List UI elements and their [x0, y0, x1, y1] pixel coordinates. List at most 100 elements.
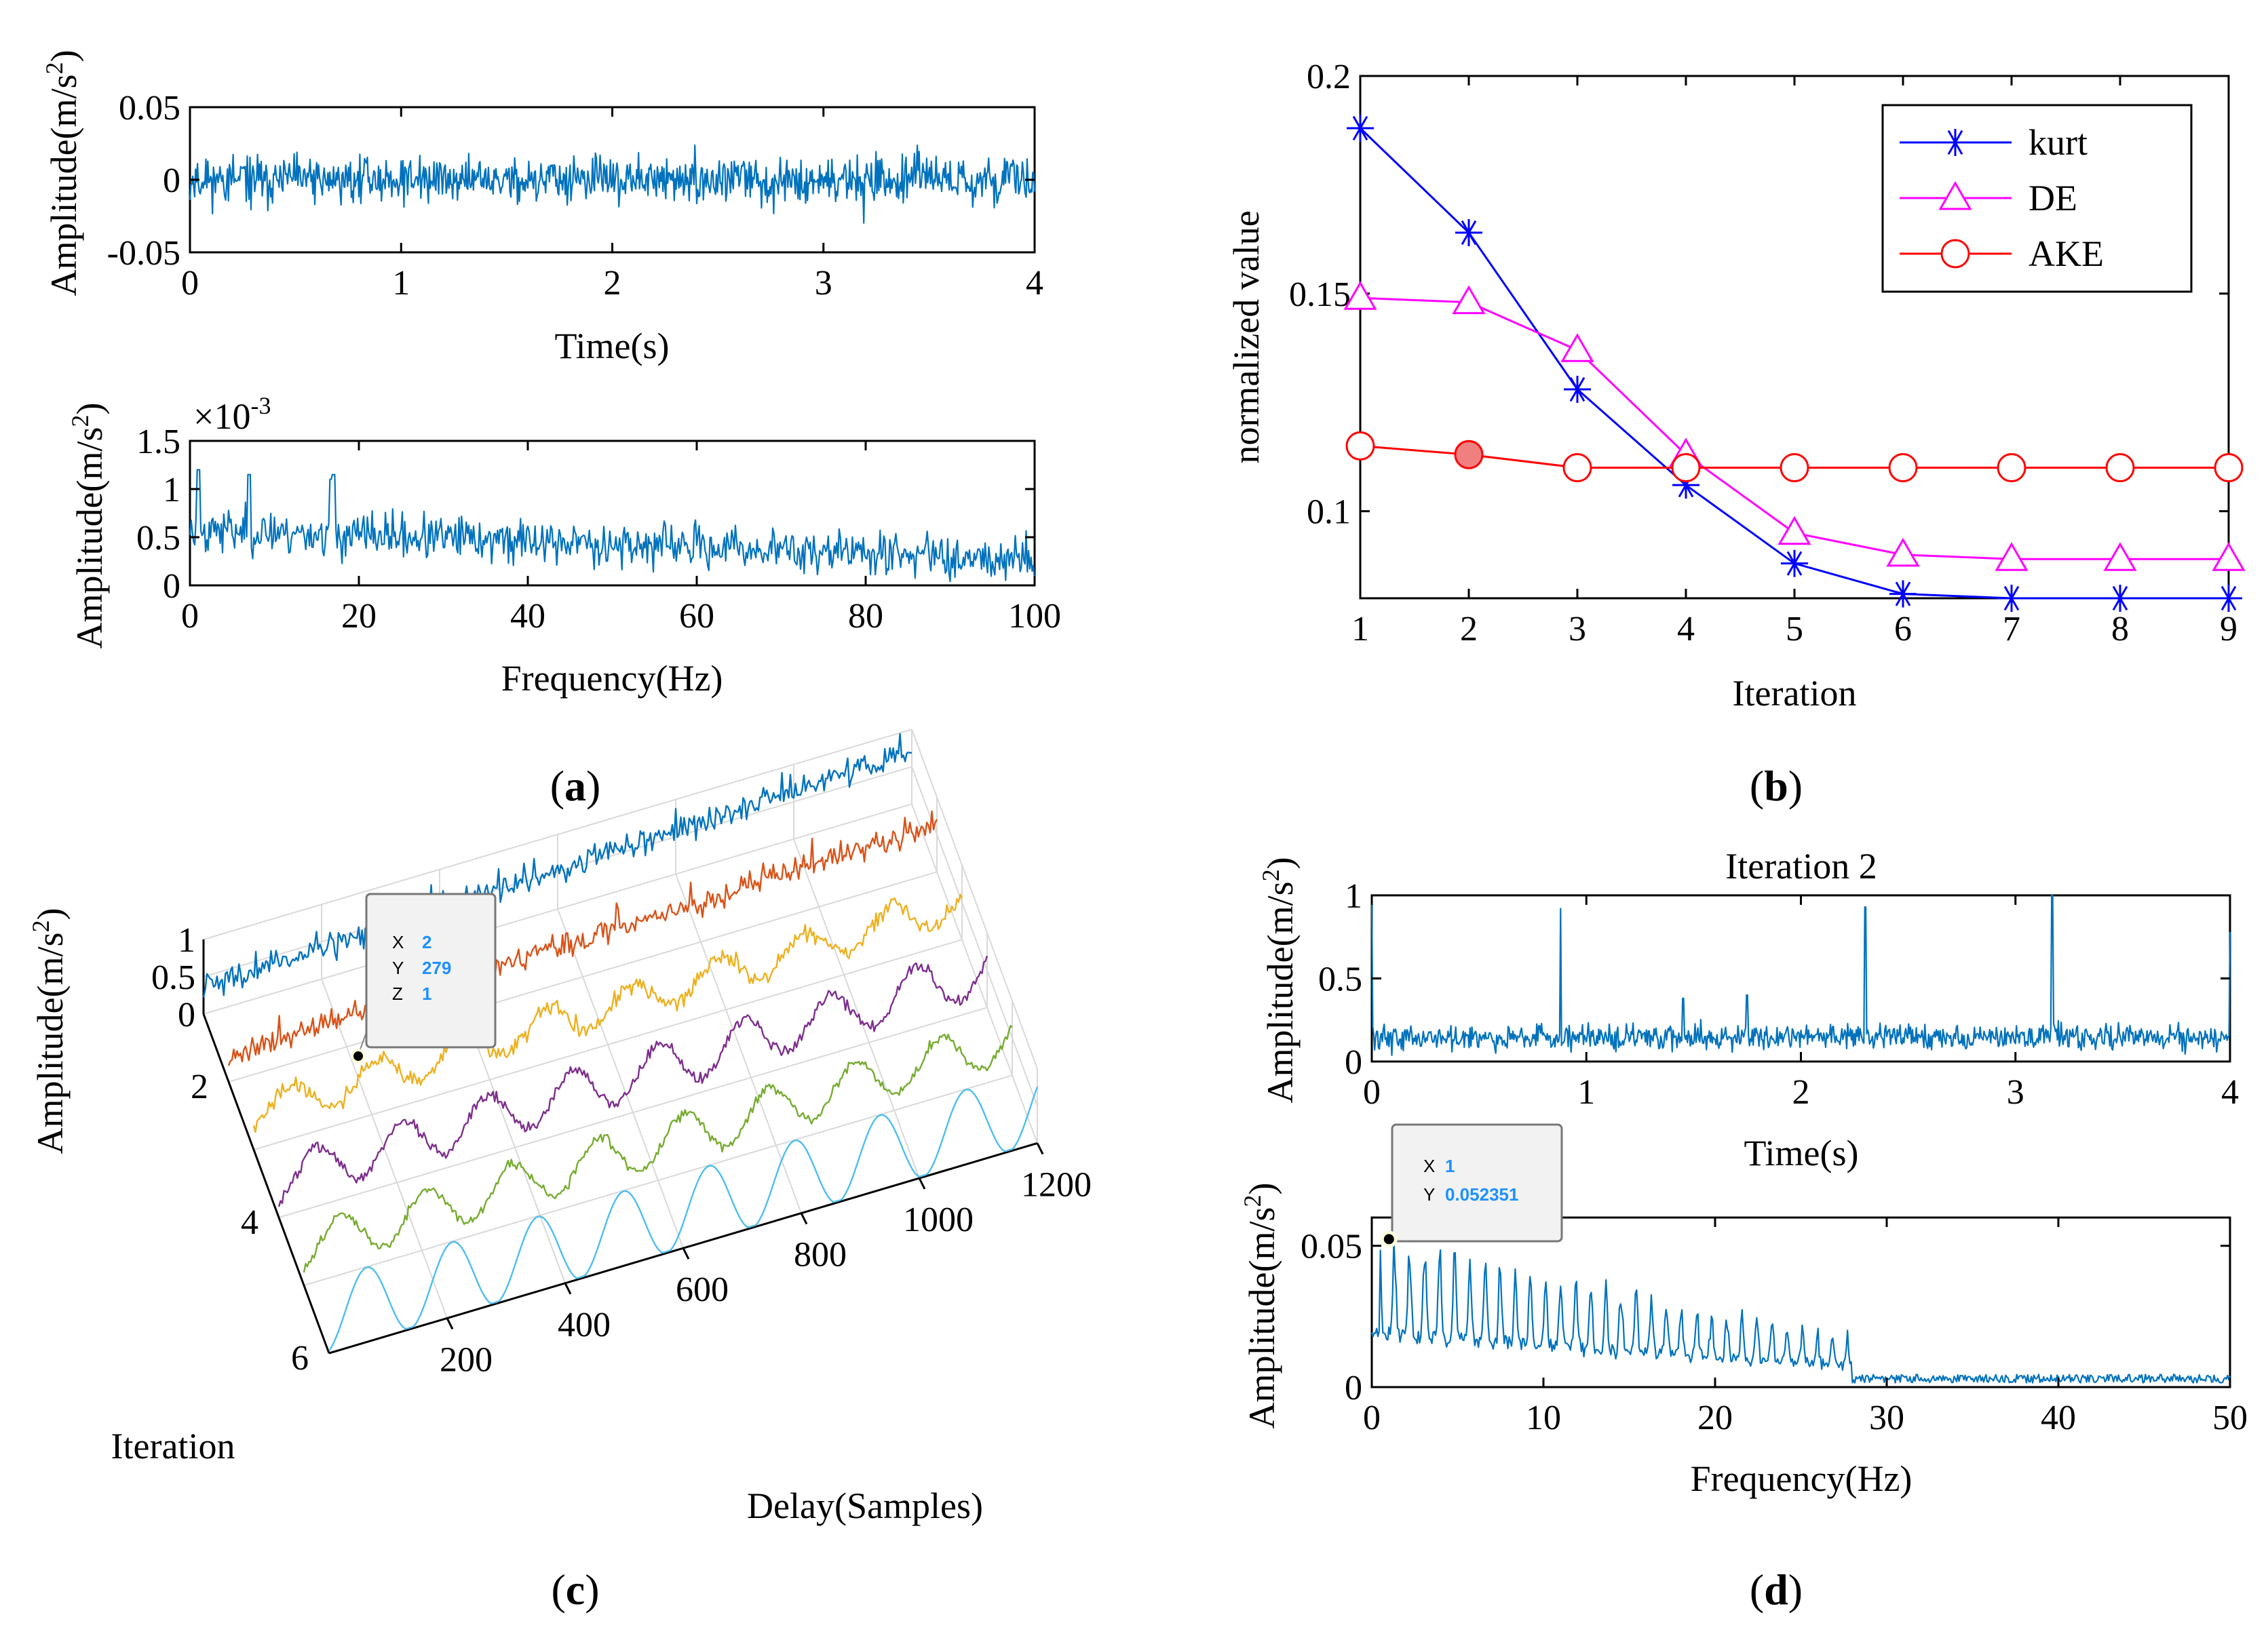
x-tick-label-c: 1000: [903, 1201, 974, 1239]
datatip-z-value-c: 1: [422, 984, 431, 1004]
x-tick-label: 5: [1786, 610, 1803, 648]
x-tick-mark-c: [1036, 1142, 1044, 1155]
y-tick-label: 0.05: [119, 89, 180, 128]
marker-triangle: [1560, 333, 1594, 362]
series-line-iteration-1: [202, 733, 912, 998]
datatip-c[interactable]: X 2 Y 279 Z 1: [351, 893, 497, 1064]
chart-d-top: 0 1 2 3 4 0 0.5 1 Iteration 2 Time(s) Amplitude…: [1257, 846, 2239, 1173]
datatip-y-label-d: Y: [1423, 1184, 1435, 1205]
datatip-marker-d: [1380, 1230, 1398, 1248]
y-tick-label: 0.1: [1307, 493, 1351, 532]
marker-circle: [1345, 431, 1375, 461]
marker-star: [1889, 580, 1917, 608]
legend-items-b: kurt DE AKE: [1900, 122, 2104, 274]
marker-circle: [1454, 440, 1484, 469]
x-tick-label: 4: [1026, 264, 1043, 303]
x-tick-label: 1: [392, 264, 410, 303]
grid-line-c: [911, 729, 1038, 1069]
signal-line-d-top: [1370, 894, 2231, 1056]
grid-line-c: [675, 874, 802, 1213]
series-line-iteration-3: [252, 893, 963, 1133]
grid-line-c: [793, 838, 920, 1179]
grid-line-c: [303, 1074, 1013, 1286]
x-tick-label-c: 1200: [1021, 1165, 1092, 1204]
x-tick-label-c: 600: [676, 1270, 729, 1309]
y-axis-label-a-bottom: Amplitude(m/s2): [66, 403, 110, 649]
y-tick-label: 0.15: [1289, 275, 1351, 314]
legend-b: kurt DE AKE: [1881, 104, 2193, 293]
caption-d: (d): [1750, 1565, 1803, 1614]
marker-circle: [1562, 453, 1592, 482]
y-tick-label-c: 4: [241, 1203, 258, 1242]
x-tick-label: 1: [1351, 610, 1369, 648]
grid-c: [203, 728, 1038, 1354]
datatip-y-value-d: 0.052351: [1445, 1184, 1518, 1205]
x-tick-label: 0: [1363, 1073, 1381, 1112]
x-tick-label: 3: [2007, 1073, 2024, 1112]
grid-line-c: [203, 728, 912, 940]
marker-star: [1781, 549, 1808, 577]
grid-line-c: [557, 908, 684, 1249]
x-tick-label: 2: [604, 264, 621, 303]
x-tick-label: 8: [2111, 610, 2129, 648]
marker-circle: [2214, 453, 2244, 482]
x-axis-label-a-bottom: Frequency(Hz): [501, 658, 723, 699]
signal-line-a-top: [189, 144, 1036, 224]
z-tick-label-c: 1: [178, 921, 195, 960]
y-tick-label: 1: [163, 471, 180, 509]
series-line-iteration-2: [227, 810, 938, 1066]
legend-label-kurt: kurt: [2029, 122, 2088, 163]
marker-circle: [1888, 453, 1918, 482]
x-axis-label-d-top: Time(s): [1744, 1133, 1858, 1173]
datatip-x-value-c: 2: [422, 932, 431, 952]
grid-line-c: [911, 804, 1038, 1144]
z-tick-label-c: 0.5: [151, 958, 195, 997]
z-axis-label-c: Amplitude(m/s2): [27, 908, 71, 1154]
marker-triangle: [1452, 285, 1486, 315]
grid-line-c: [228, 871, 938, 1083]
datatip-x-label-c: X: [392, 932, 404, 952]
exponent-label-a-bottom: ×10-3: [193, 392, 271, 437]
plot-area-d-bottom: [1370, 1216, 2231, 1388]
x-tick-label: 1: [1577, 1073, 1595, 1112]
datatip-marker-c: [351, 1049, 366, 1064]
y-tick-label: 0.5: [1318, 960, 1362, 999]
x-tick-label: 20: [1697, 1399, 1733, 1437]
x-tick-label: 20: [341, 597, 377, 636]
x-tick-label: 0: [181, 597, 199, 636]
y-tick-label: 0.2: [1307, 58, 1351, 96]
x-tick-label: 50: [2212, 1399, 2248, 1437]
marker-star: [1455, 219, 1482, 246]
panel-d: 0 1 2 3 400.51 Iteration 2 Time(s) Amplitude…: [1239, 846, 2248, 1614]
axis-ticks-d-bottom: 0 10 20 30 40 50 0 0.05: [1301, 1218, 2248, 1437]
y-tick-label: 0: [1345, 1043, 1362, 1082]
y-tick-label: 0.5: [136, 519, 180, 558]
axis-ticks-d-top: 0 1 2 3 4 0 0.5 1: [1318, 877, 2239, 1112]
x-tick-label: 0: [181, 264, 199, 303]
x-axis-label-a-top: Time(s): [554, 326, 669, 366]
x-tick-label: 40: [2041, 1399, 2076, 1437]
x-tick-label: 4: [2221, 1073, 2239, 1112]
series-line-iteration-4: [277, 955, 988, 1207]
x-axis-label-c: Delay(Samples): [747, 1485, 983, 1526]
chart-title-d-top: Iteration 2: [1725, 846, 1877, 887]
x-tick-mark-c: [682, 1247, 690, 1260]
marker-triangle: [2103, 542, 2137, 571]
caption-c: (c): [551, 1565, 599, 1614]
datatip-box-c: [365, 893, 497, 1049]
x-axis-label-b: Iteration: [1733, 673, 1857, 714]
y-tick-label-c: 2: [191, 1068, 208, 1106]
x-tick-label: 3: [1569, 610, 1586, 648]
marker-circle: [2105, 453, 2135, 482]
caption-a: (a): [550, 762, 601, 810]
datatip-d[interactable]: X 1 Y 0.052351: [1380, 1123, 1563, 1248]
legend-label-de: DE: [2029, 178, 2077, 218]
grid-line-c: [278, 1007, 988, 1218]
axis-ticks-b: 1 2 3 4 5 6 7 8 9 0.1 0.15 0.2: [1289, 58, 2237, 648]
signal-line-d-bottom: [1370, 1237, 2231, 1384]
x-tick-mark-c: [918, 1178, 926, 1190]
